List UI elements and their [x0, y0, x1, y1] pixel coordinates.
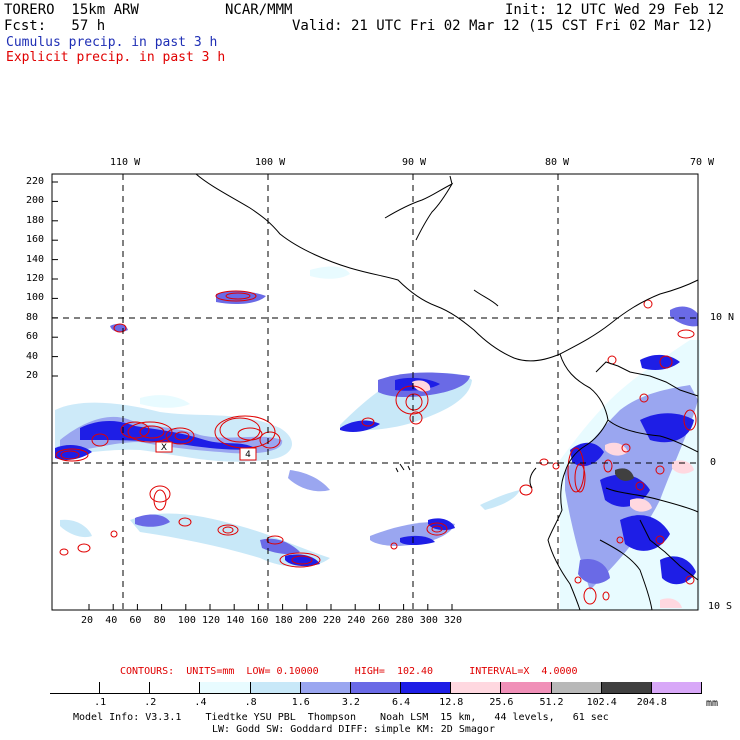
bottom-axis-tick-label: 40: [105, 615, 118, 626]
left-axis-tick-label: 20: [26, 370, 39, 381]
left-axis-tick-label: 220: [26, 176, 45, 187]
colorbar-label: 204.8: [636, 697, 667, 708]
label-box-4-text: 4: [245, 450, 251, 460]
bottom-axis-tick-label: 220: [323, 615, 342, 626]
top-lon-label: 100 W: [255, 157, 286, 168]
bottom-axis-tick-label: 240: [347, 615, 366, 626]
top-lon-label: 90 W: [402, 157, 427, 168]
top-lon-label: 80 W: [545, 157, 570, 168]
colorbar-swatch: [250, 682, 301, 693]
bottom-axis-tick-label: 100: [177, 615, 196, 626]
colorbar-label: 6.4: [392, 697, 411, 708]
right-lat-label: 0: [710, 457, 717, 468]
left-axis-tick-label: 100: [26, 292, 45, 304]
axis-ticks: [52, 181, 453, 610]
colorbar-swatch: [150, 682, 201, 693]
map-frame: [51, 173, 699, 611]
left-axis-tick-label: 120: [26, 273, 45, 284]
colorbar-swatch: [601, 682, 652, 693]
left-axis-tick-label: 40: [26, 350, 39, 362]
bottom-axis-tick-label: 260: [371, 615, 390, 626]
left-axis-tick-label: 140: [26, 253, 45, 265]
colorbar-swatch: [200, 682, 251, 693]
colorbar-label: 3.2: [341, 697, 360, 708]
contour-info: CONTOURS: UNITS=mm LOW= 0.10000 HIGH= 10…: [120, 666, 578, 677]
bottom-axis-tick-label: 80: [153, 615, 166, 626]
colorbar-swatch: [651, 682, 702, 693]
left-axis-tick-label: 160: [26, 234, 45, 246]
top-lon-label: 70 W: [690, 157, 715, 168]
left-axis-tick-label: 200: [26, 195, 45, 207]
bottom-axis-tick-label: 20: [81, 615, 94, 626]
bottom-axis-tick-label: 160: [250, 615, 269, 626]
latlon-grid: [52, 174, 698, 610]
valid-time: Valid: 21 UTC Fri 02 Mar 12 (15 CST Fri …: [292, 18, 714, 34]
label-box-x: X: [155, 441, 173, 453]
top-lon-label: 110 W: [110, 157, 141, 168]
colorbar-label: 1.6: [291, 697, 310, 708]
coastlines: [195, 173, 699, 611]
model-info-line1: Model Info: V3.3.1 Tiedtke YSU PBL Thomp…: [73, 712, 609, 723]
colorbar-label: .1: [94, 697, 107, 708]
colorbar-swatch: [551, 682, 602, 693]
left-axis-tick-label: 80: [26, 311, 39, 323]
bottom-axis-tick-label: 320: [444, 615, 463, 626]
colorbar-unit: mm: [706, 698, 719, 709]
colorbar-label: .4: [194, 697, 207, 708]
bottom-axis-tick-label: 180: [274, 615, 293, 626]
bottom-axis-tick-label: 140: [226, 615, 245, 626]
colorbar-swatch: [300, 682, 351, 693]
left-axis-tick-label: 60: [26, 331, 39, 343]
colorbar-swatch: [451, 682, 502, 693]
right-lat-label: 10 N: [710, 312, 735, 323]
explicit-legend: Explicit precip. in past 3 h: [6, 50, 226, 65]
bottom-axis-tick-label: 120: [202, 615, 221, 626]
label-box-x-text: X: [161, 443, 167, 453]
colorbar-label: 25.6: [489, 697, 514, 708]
bottom-axis-tick-label: 200: [298, 615, 317, 626]
colorbar-swatch: [501, 682, 552, 693]
colorbar-swatch: [100, 682, 151, 693]
explicit-precip-contours: [55, 290, 697, 605]
init-time: Init: 12 UTC Wed 29 Feb 12: [505, 2, 725, 18]
forecast-hour: Fcst: 57 h: [4, 18, 106, 34]
bottom-axis-tick-label: 60: [129, 615, 142, 626]
bottom-axis-tick-label: 300: [419, 615, 438, 626]
colorbar-label: .2: [144, 697, 157, 708]
colorbar: [50, 682, 702, 694]
model-title: TORERO 15km ARW: [4, 2, 139, 18]
label-box-4: 4: [239, 447, 257, 461]
colorbar-label: 102.4: [586, 697, 617, 708]
right-lat-label: 10 S: [708, 601, 733, 612]
model-info-line2: LW: Godd SW: Goddard DIFF: simple KM: 2D…: [212, 724, 495, 735]
cumulus-legend: Cumulus precip. in past 3 h: [6, 35, 218, 50]
organization-label: NCAR/MMM: [225, 2, 293, 18]
left-axis-tick-label: 180: [26, 214, 45, 226]
colorbar-swatch: [350, 682, 402, 693]
colorbar-label: 12.8: [439, 697, 464, 708]
colorbar-swatch: [50, 682, 101, 693]
colorbar-swatch: [401, 682, 452, 693]
colorbar-label: 51.2: [539, 697, 564, 708]
colorbar-label: .8: [244, 697, 257, 708]
bottom-axis-tick-label: 280: [395, 615, 414, 626]
